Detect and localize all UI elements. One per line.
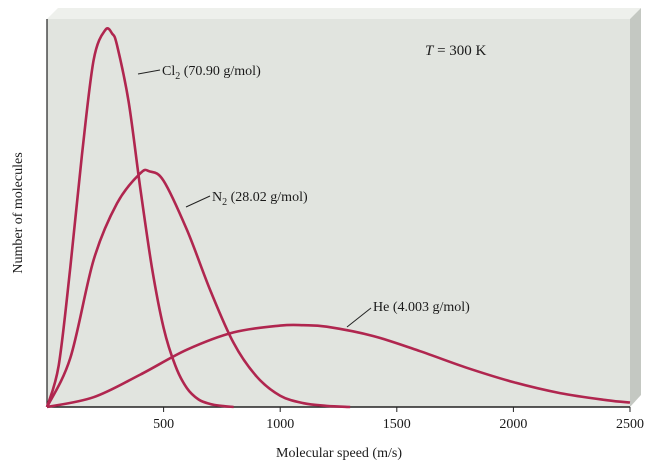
temperature-value: = 300 K xyxy=(433,43,486,59)
x-tick-label-2500: 2500 xyxy=(616,417,644,432)
x-tick-label-2000: 2000 xyxy=(499,417,527,432)
panel-top-face xyxy=(47,8,641,19)
temperature-annotation: T = 300 K xyxy=(425,43,487,59)
curve-cl2 xyxy=(45,27,234,409)
curve-layer xyxy=(45,27,631,409)
temperature-symbol: T xyxy=(425,43,435,59)
curve-label-n2: N2 (28.02 g/mol) xyxy=(212,190,308,208)
x-axis-title: Molecular speed (m/s) xyxy=(276,446,402,461)
curve-label-layer: Cl2 (70.90 g/mol) N2 (28.02 g/mol) He (4.0… xyxy=(162,64,470,315)
x-tick-label-500: 500 xyxy=(153,417,174,432)
leader-line-n2 xyxy=(185,195,211,208)
leader-line-he xyxy=(346,307,372,328)
y-axis-title: Number of molecules xyxy=(11,152,26,273)
x-tick-label-1500: 1500 xyxy=(383,417,411,432)
curve-he xyxy=(46,323,631,409)
x-tick-label-1000: 1000 xyxy=(266,417,294,432)
curve-n2 xyxy=(45,168,351,409)
curve-label-he: He (4.003 g/mol) xyxy=(373,300,470,315)
plot-panel xyxy=(47,19,630,407)
label-leader-lines xyxy=(137,69,372,328)
panel-side-face xyxy=(630,8,641,407)
x-tick-labels: 500 1000 1500 2000 2500 xyxy=(153,417,644,432)
curve-label-cl2: Cl2 (70.90 g/mol) xyxy=(162,64,261,82)
x-tick-marks xyxy=(163,407,631,412)
leader-line-cl2 xyxy=(137,69,161,75)
